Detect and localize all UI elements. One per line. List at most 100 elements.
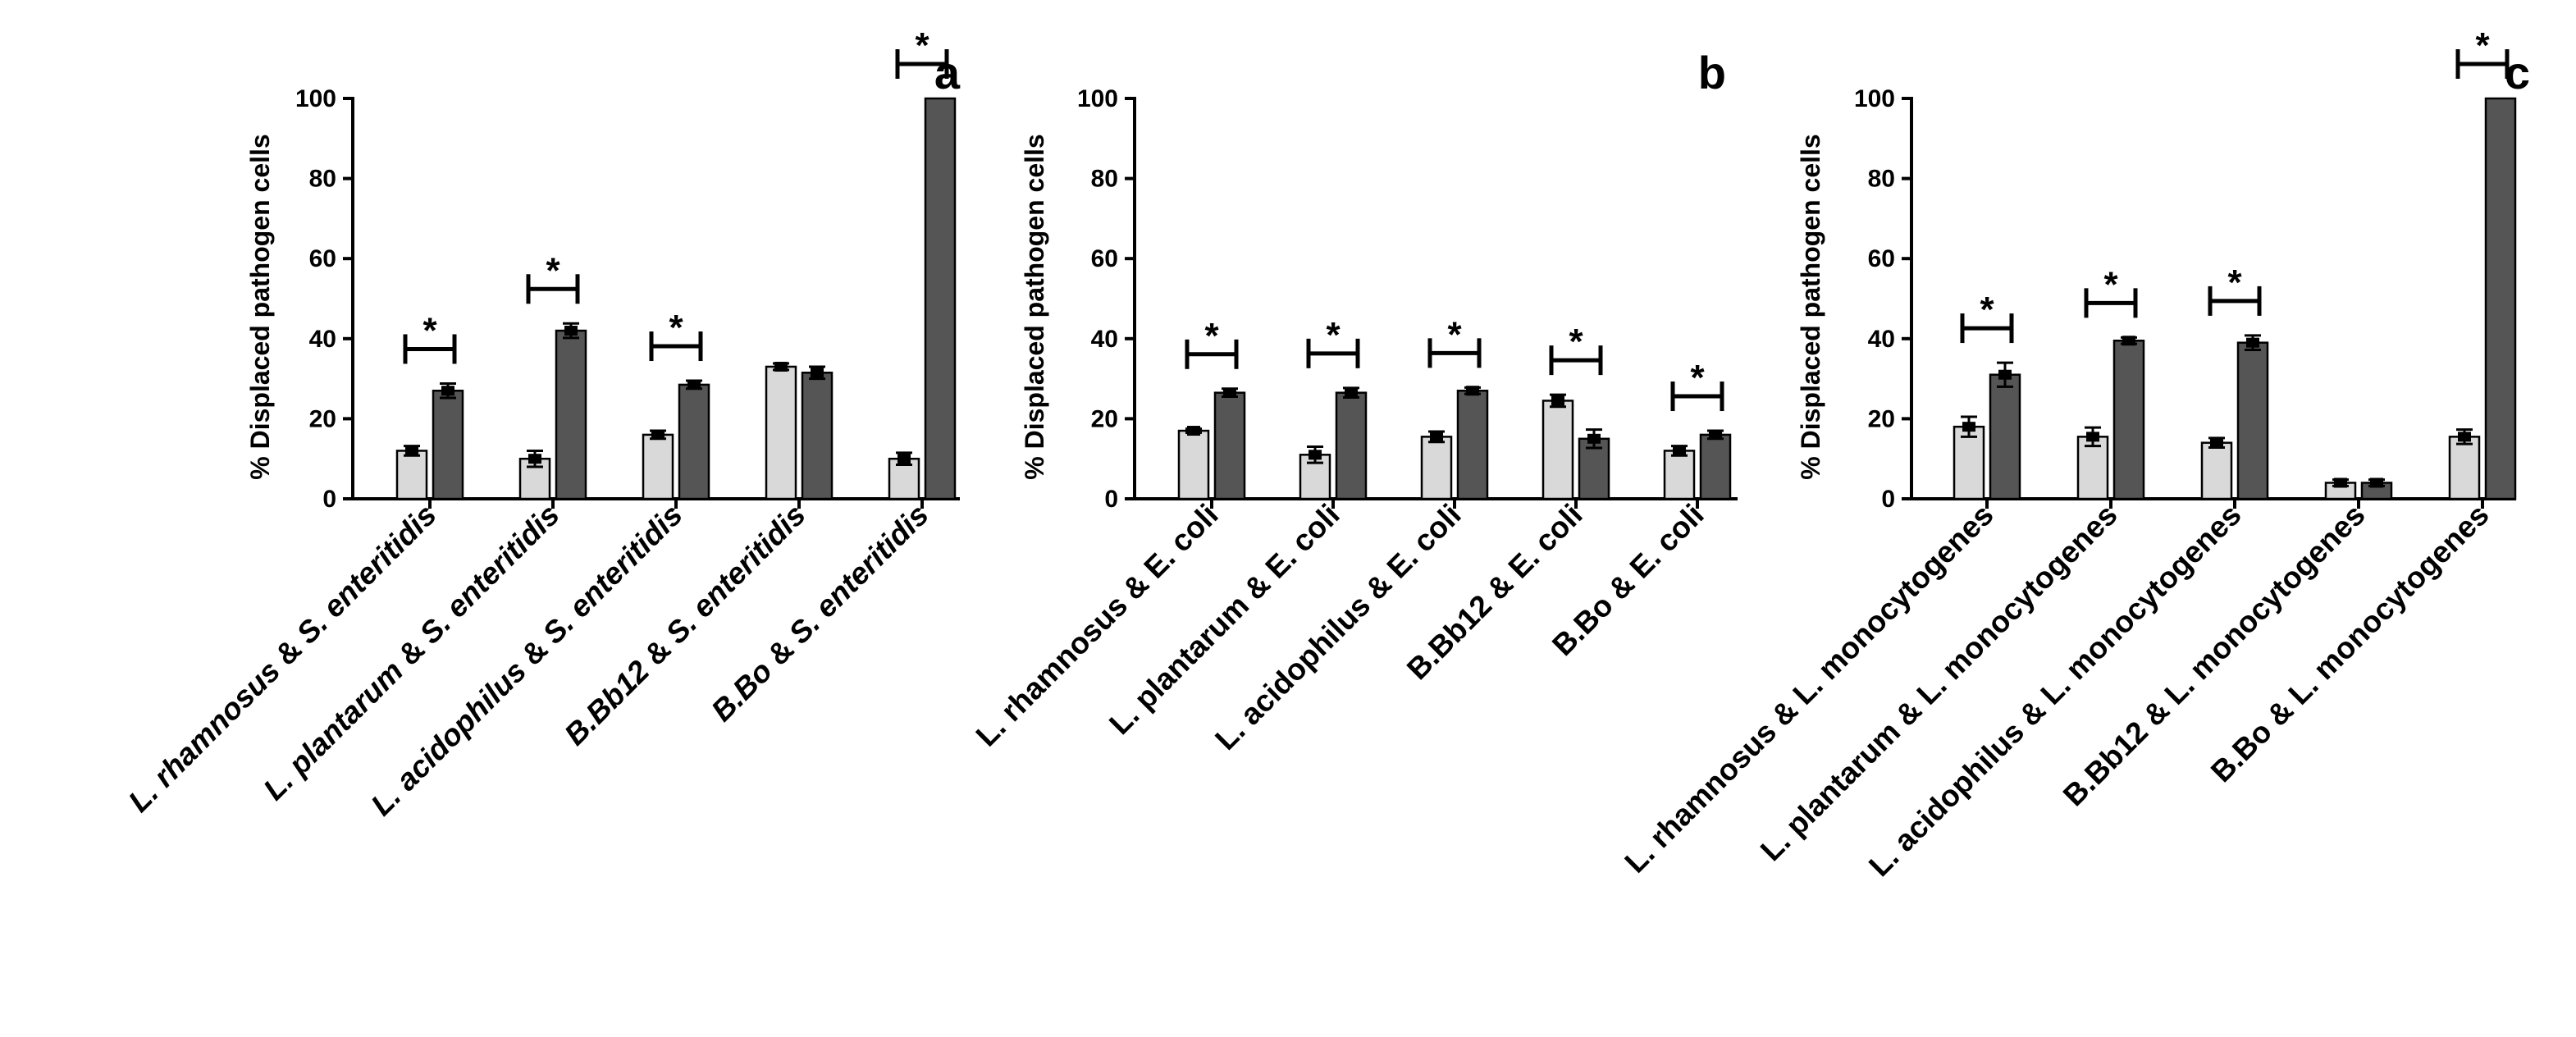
x-category-label: B.Bo & S. enteritidis (705, 498, 934, 728)
mean-marker (2458, 432, 2471, 442)
significance-star: * (2475, 25, 2490, 66)
significance-star: * (1447, 314, 1462, 354)
y-tick-label: 100 (1854, 85, 1895, 112)
significance-star: * (915, 25, 929, 66)
y-tick-label: 40 (1868, 326, 1895, 353)
y-tick-label: 80 (309, 166, 336, 193)
panel-label: b (1698, 47, 1726, 98)
mean-marker (1309, 450, 1322, 460)
y-tick-label: 40 (1091, 326, 1118, 353)
mean-marker (1998, 369, 2012, 380)
mean-marker (1430, 432, 1443, 442)
bar-dark-3 (678, 383, 710, 500)
bar-light-1 (395, 450, 428, 500)
bar-dark-4 (801, 372, 834, 500)
bar-light-3 (642, 433, 674, 500)
category-label-part: L. acidophilus & E. coli (1208, 498, 1467, 756)
y-axis-title: % Displaced pathogen cells (1796, 134, 1825, 479)
bar-dark-1 (1213, 391, 1246, 500)
bar-dark-5 (2484, 97, 2517, 500)
mean-marker (405, 445, 418, 456)
mean-marker (1466, 386, 1479, 396)
y-axis-title: % Displaced pathogen cells (1020, 134, 1049, 479)
mean-marker (1673, 445, 1686, 456)
bar-light-3 (1420, 436, 1453, 500)
y-tick-label: 0 (1881, 486, 1895, 513)
bar-dark-3 (2236, 341, 2269, 500)
y-tick-label: 60 (309, 245, 336, 272)
significance-star: * (669, 308, 683, 348)
bar-light-4 (765, 365, 797, 500)
x-category-label: L. acidophilus & E. coli (1208, 498, 1467, 756)
significance-star: * (2227, 263, 2242, 303)
y-axis-title: % Displaced pathogen cells (245, 134, 275, 479)
bar-light-1 (1953, 425, 1985, 500)
mean-marker (1587, 433, 1601, 444)
category-label-part: L. rhamnosus (122, 654, 287, 819)
mean-marker (2334, 477, 2347, 488)
bar-dark-1 (1989, 373, 2021, 500)
bar-light-1 (1177, 429, 1210, 500)
category-label-part: L. rhamnosus & E. coli (970, 498, 1225, 753)
significance-star: * (422, 310, 437, 350)
y-tick-label: 20 (1091, 405, 1118, 432)
y-tick-label: 0 (322, 486, 336, 513)
mean-marker (651, 429, 665, 440)
significance-star: * (2103, 264, 2118, 304)
y-tick-label: 20 (1868, 405, 1895, 432)
significance-star: * (1569, 322, 1583, 362)
mean-marker (897, 454, 911, 464)
bar-light-5 (2448, 436, 2481, 500)
bar-dark-2 (2112, 339, 2145, 500)
mean-marker (1709, 429, 1722, 440)
y-tick-label: 60 (1091, 245, 1118, 272)
chart-panel-b: 0 20 40 60 80 100 % Displaced pathogen cells b *… (970, 47, 1738, 756)
mean-marker (774, 361, 788, 372)
mean-marker (1187, 426, 1200, 436)
mean-marker (528, 454, 541, 464)
mean-marker (2246, 337, 2259, 348)
y-tick-label: 100 (295, 85, 336, 112)
mean-marker (441, 386, 454, 396)
significance-star: * (1326, 315, 1341, 355)
mean-marker (811, 368, 824, 378)
bar-dark-1 (432, 389, 464, 500)
mean-marker (1223, 387, 1236, 398)
bar-dark-3 (1456, 389, 1489, 500)
category-label-part: B.Bb12 (558, 654, 655, 751)
significance-star: * (1980, 290, 1994, 330)
mean-marker (2210, 437, 2223, 448)
bar-light-4 (1541, 400, 1574, 500)
y-tick-label: 40 (309, 326, 336, 353)
y-tick-label: 20 (309, 405, 336, 432)
y-tick-label: 60 (1868, 245, 1895, 272)
bar-dark-5 (1699, 433, 1732, 500)
bar-light-5 (1663, 450, 1696, 500)
x-category-label: B.Bb12 & S. enteritidis (558, 498, 812, 752)
y-tick-label: 80 (1091, 166, 1118, 193)
mean-marker (1551, 395, 1564, 406)
category-label-part: L. plantarum & E. coli (1103, 498, 1345, 741)
y-tick-label: 0 (1104, 486, 1118, 513)
bar-light-3 (2200, 441, 2233, 500)
significance-star: * (1204, 316, 1219, 356)
y-tick-label: 100 (1077, 85, 1118, 112)
mean-marker (2086, 432, 2099, 442)
x-category-label: L. plantarum & E. coli (1103, 498, 1345, 741)
mean-marker (564, 326, 578, 336)
mean-marker (2122, 336, 2135, 346)
bar-dark-5 (924, 97, 957, 500)
bar-dark-2 (555, 329, 587, 500)
significance-star: * (546, 250, 560, 290)
mean-marker (1345, 387, 1358, 398)
x-category-label: L. rhamnosus & E. coli (970, 498, 1225, 753)
mean-marker (687, 379, 701, 390)
significance-star: * (1690, 358, 1705, 398)
mean-marker (1962, 422, 1975, 432)
y-tick-label: 80 (1868, 166, 1895, 193)
mean-marker (2370, 477, 2383, 488)
bar-dark-2 (1335, 391, 1368, 500)
